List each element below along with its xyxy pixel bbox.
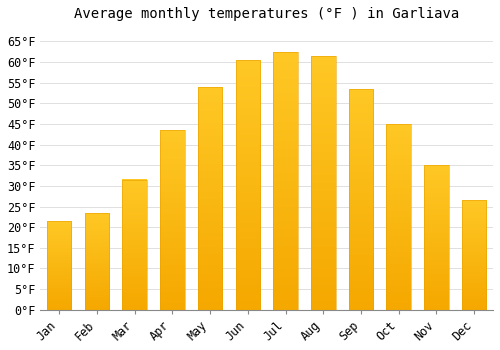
Bar (122, 180, 147, 310)
Bar (274, 52, 298, 310)
Bar (47, 221, 72, 310)
Bar (348, 89, 374, 310)
Bar (236, 60, 260, 310)
Bar (462, 200, 486, 310)
Bar (160, 130, 184, 310)
Bar (311, 56, 336, 310)
Bar (84, 213, 109, 310)
Bar (424, 165, 448, 310)
Bar (386, 124, 411, 310)
Bar (198, 87, 222, 310)
Title: Average monthly temperatures (°F ) in Garliava: Average monthly temperatures (°F ) in Ga… (74, 7, 460, 21)
